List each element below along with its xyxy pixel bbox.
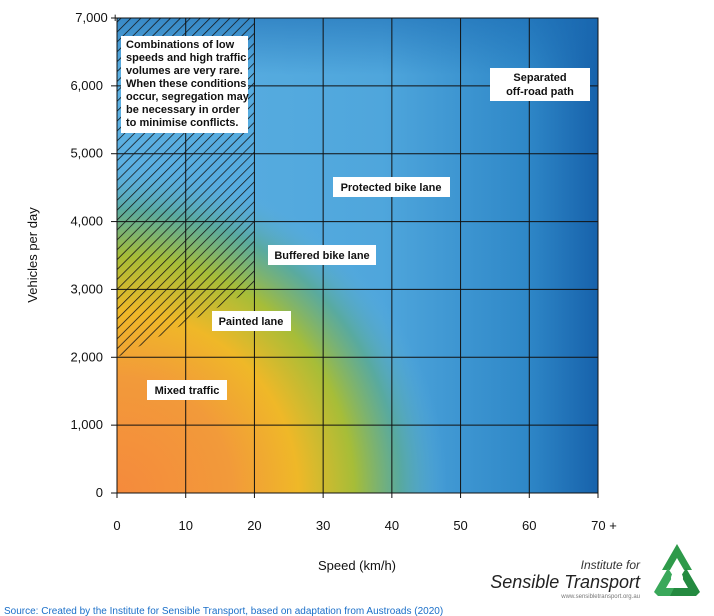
y-axis-title: Vehicles per day [25, 207, 40, 303]
zone-label-painted: Painted lane [212, 311, 291, 331]
x-tick-label: 40 [385, 518, 399, 533]
x-tick-label: 10 [178, 518, 192, 533]
note-line: be necessary in order [126, 104, 240, 116]
x-tick-label: 70 + [591, 518, 617, 533]
rare-combination-note: Combinations of low speeds and high traf… [121, 36, 250, 133]
note-line: When these conditions [126, 78, 246, 90]
logo-text-name: Sensible Transport [490, 572, 640, 592]
x-axis: 0 10 20 30 40 50 60 70 + [113, 493, 617, 533]
logo-text-url: www.sensibletransport.org.au [561, 594, 640, 600]
x-axis-title: Speed (km/h) [318, 558, 396, 573]
note-line: Combinations of low [126, 39, 235, 51]
x-tick-label: 20 [247, 518, 261, 533]
zone-label-text: Protected bike lane [341, 182, 442, 194]
zone-label-text: Mixed traffic [155, 385, 220, 397]
zone-label-text: Separated [513, 72, 566, 84]
y-tick-label: 0 [96, 485, 103, 500]
zone-label-buffered: Buffered bike lane [268, 245, 376, 265]
note-box [121, 36, 248, 133]
x-tick-label: 30 [316, 518, 330, 533]
zone-label-text: off-road path [506, 86, 574, 98]
recycle-logo-icon [654, 544, 700, 596]
note-line: volumes are very rare. [126, 65, 243, 77]
y-axis: 0 1,000 2,000 3,000 4,000 5,000 6,000 7,000 + [70, 10, 119, 500]
note-line: to minimise conflicts. [126, 117, 238, 129]
note-line: speeds and high traffic [126, 52, 246, 64]
note-line: occur, segregation may [126, 91, 250, 103]
x-tick-label: 50 [453, 518, 467, 533]
zone-label-text: Painted lane [219, 316, 284, 328]
y-tick-label: 6,000 [70, 78, 103, 93]
y-tick-label: 2,000 [70, 349, 103, 364]
y-tick-label: 1,000 [70, 417, 103, 432]
y-tick-label: 5,000 [70, 146, 103, 161]
y-tick-label: 3,000 [70, 281, 103, 296]
x-tick-label: 60 [522, 518, 536, 533]
zone-label-separated: Separated off-road path [490, 68, 590, 101]
zone-label-text: Buffered bike lane [274, 250, 369, 262]
logo-text-institute: Institute for [580, 558, 640, 572]
plot-border [116, 17, 599, 494]
zone-label-mixed: Mixed traffic [147, 380, 227, 400]
x-tick-label: 0 [113, 518, 120, 533]
y-tick-label: 4,000 [70, 214, 103, 229]
source-note: Source: Created by the Institute for Sen… [4, 606, 444, 616]
zone-label-protected: Protected bike lane [333, 177, 450, 197]
y-tick-label: 7,000 + [75, 10, 119, 25]
